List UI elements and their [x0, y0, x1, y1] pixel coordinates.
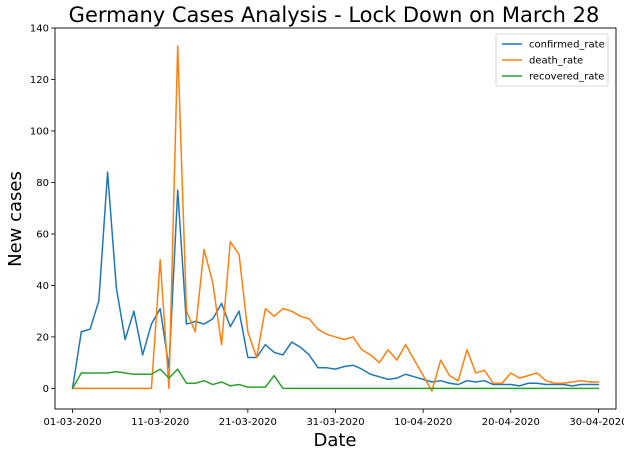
y-axis-ticks: 0 20 40 60 80 100 120 140: [30, 24, 55, 395]
x-tick-label: 11-03-2020: [131, 417, 189, 428]
x-tick-label: 21-03-2020: [219, 417, 277, 428]
y-tick-label: 100: [30, 126, 49, 137]
chart-title: Germany Cases Analysis - Lock Down on Ma…: [69, 3, 600, 27]
y-tick-label: 40: [36, 281, 49, 292]
legend: confirmed_rate death_rate recovered_rate: [495, 33, 609, 87]
legend-frame: [495, 33, 609, 87]
y-tick-label: 140: [30, 24, 49, 35]
series-layer: [71, 45, 600, 392]
legend-items: confirmed_rate death_rate recovered_rate: [502, 40, 605, 83]
series-line-confirmed-rate: [71, 171, 600, 390]
y-axis-title: New cases: [5, 171, 26, 267]
y-tick-label: 80: [36, 178, 49, 189]
y-tick-label: 20: [36, 332, 49, 343]
legend-label: confirmed_rate: [529, 40, 605, 51]
x-tick-label: 31-03-2020: [306, 417, 364, 428]
x-tick-label: 20-04-2020: [482, 417, 540, 428]
y-tick-label: 120: [30, 75, 49, 86]
plot-area: [55, 28, 616, 409]
x-tick-label: 10-04-2020: [394, 417, 452, 428]
legend-label: recovered_rate: [529, 72, 604, 83]
x-tick-label: 01-03-2020: [43, 417, 101, 428]
x-tick-label: 30-04-2020: [569, 417, 624, 428]
plot-frame: [54, 27, 617, 410]
legend-label: death_rate: [529, 56, 583, 67]
y-tick-label: 0: [43, 384, 49, 395]
series-line-death-rate: [71, 45, 600, 392]
x-axis-title: Date: [313, 430, 356, 451]
y-tick-label: 60: [36, 229, 49, 240]
x-axis-ticks: 01-03-2020 11-03-2020 21-03-2020 31-03-2020…: [43, 409, 624, 428]
series-line-recovered-rate: [71, 368, 600, 390]
